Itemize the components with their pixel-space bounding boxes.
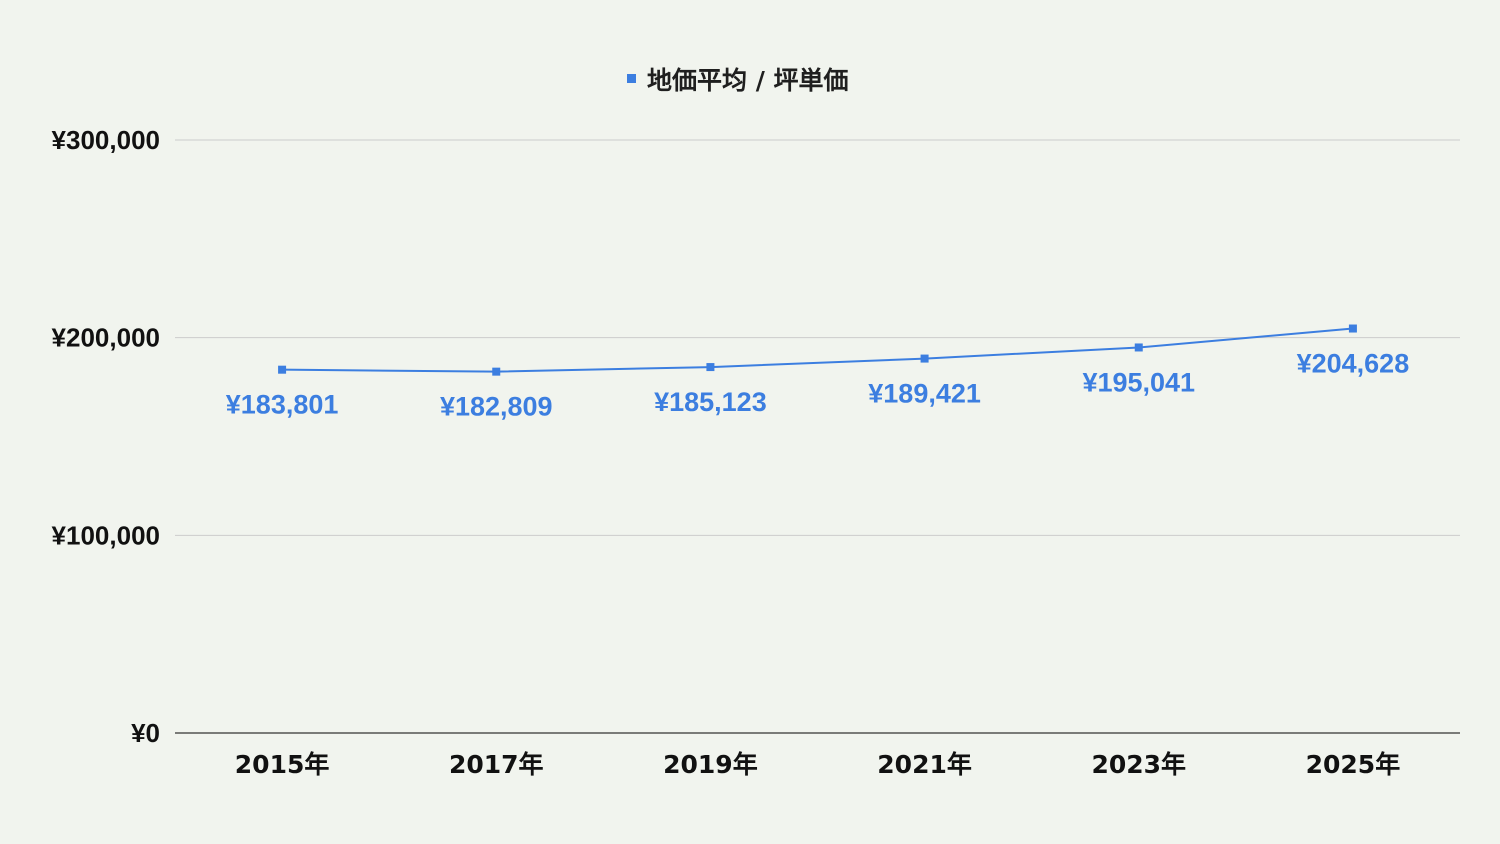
series-line-group (278, 324, 1357, 376)
data-label: ¥183,801 (226, 390, 339, 420)
data-label: ¥195,041 (1082, 367, 1195, 397)
x-tick-label: 2017年 (449, 750, 544, 779)
y-axis: ¥0 ¥100,000 ¥200,000 ¥300,000 (52, 125, 160, 748)
y-tick-label: ¥100,000 (52, 520, 160, 550)
x-tick-label: 2023年 (1091, 750, 1186, 779)
x-tick-label: 2021年 (877, 750, 972, 779)
legend-label: 地価平均 / 坪単価 (647, 66, 849, 95)
x-axis: 2015年 2017年 2019年 2021年 2023年 2025年 (235, 750, 1400, 779)
data-label: ¥182,809 (440, 392, 553, 422)
x-tick-label: 2025年 (1306, 750, 1401, 779)
data-labels: ¥183,801 ¥182,809 ¥185,123 ¥189,421 ¥195,041… (226, 349, 1409, 422)
legend-marker (627, 74, 636, 83)
y-tick-label: ¥200,000 (52, 323, 160, 353)
legend: 地価平均 / 坪単価 (627, 66, 849, 95)
gridlines (175, 139, 1460, 734)
data-point (706, 363, 715, 372)
data-point (492, 367, 501, 376)
y-tick-label: ¥0 (131, 718, 160, 748)
data-point (278, 365, 287, 374)
data-point (1134, 343, 1143, 352)
data-point (920, 354, 929, 363)
x-tick-label: 2019年 (663, 750, 758, 779)
data-label: ¥189,421 (868, 379, 981, 409)
data-label: ¥204,628 (1297, 349, 1410, 379)
data-point (1348, 324, 1357, 333)
series-line (282, 327, 1354, 373)
data-label: ¥185,123 (654, 387, 767, 417)
x-tick-label: 2015年 (235, 750, 330, 779)
y-tick-label: ¥300,000 (52, 125, 160, 155)
